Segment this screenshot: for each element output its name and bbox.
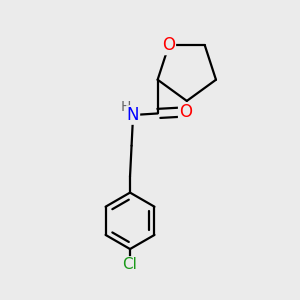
Text: N: N bbox=[127, 106, 139, 124]
Text: H: H bbox=[120, 100, 130, 114]
Text: O: O bbox=[162, 36, 175, 54]
Text: Cl: Cl bbox=[123, 257, 137, 272]
Text: O: O bbox=[179, 103, 192, 121]
